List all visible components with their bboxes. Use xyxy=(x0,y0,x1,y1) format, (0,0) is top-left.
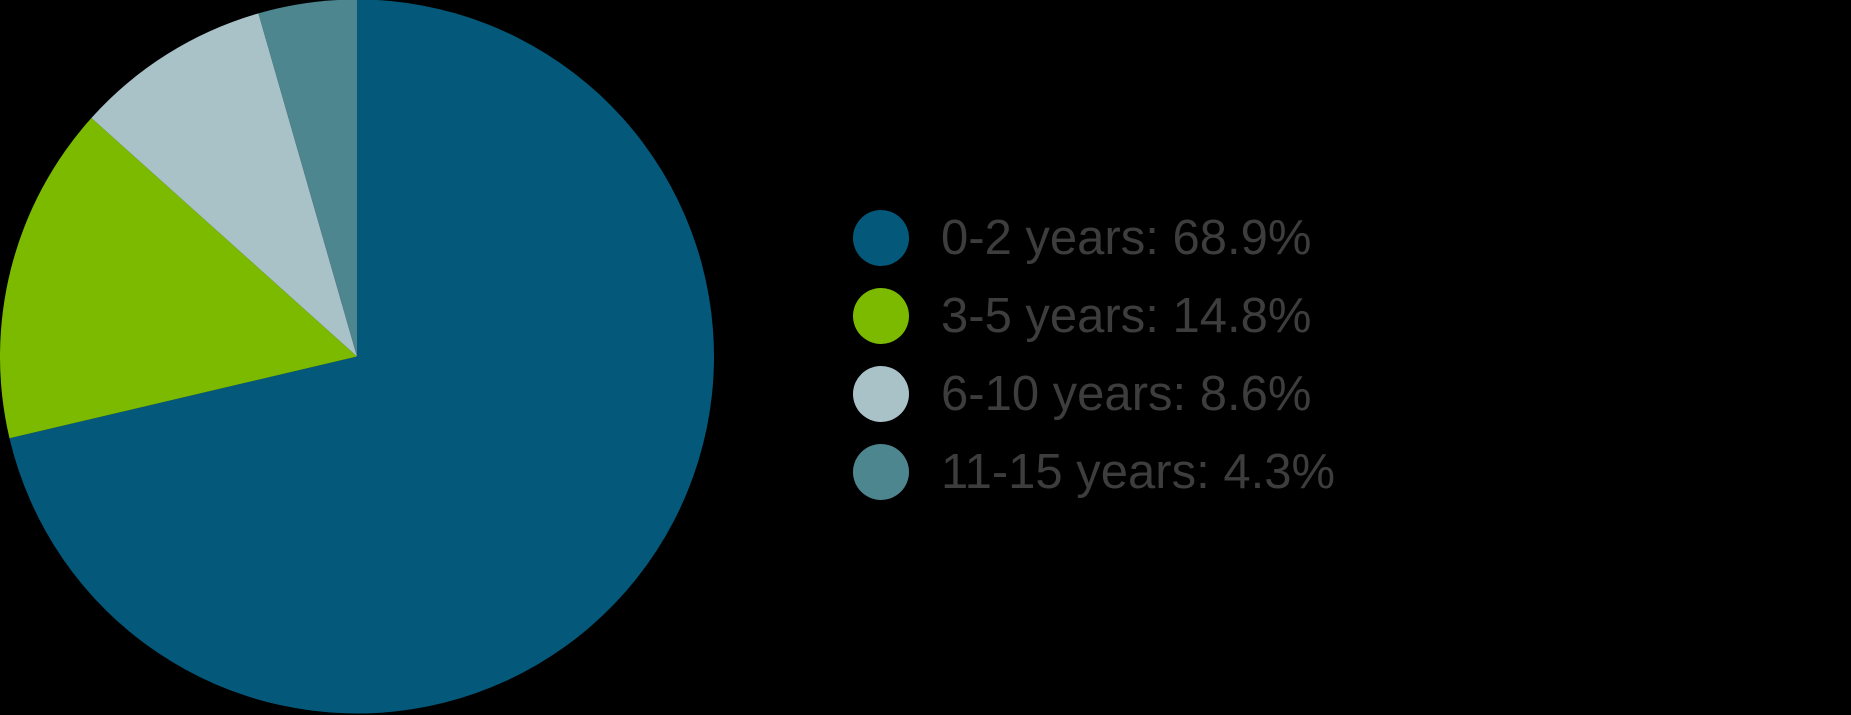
pie-slice-0-2-years xyxy=(9,0,714,714)
legend-marker-11-15-years-icon xyxy=(853,444,909,500)
legend-item: 6-10 years: 8.6% xyxy=(853,355,1335,433)
legend-marker-0-2-years-icon xyxy=(853,210,909,266)
pie-slice-11-15-years xyxy=(258,0,357,357)
pie-slices-group xyxy=(0,0,714,714)
legend-item: 3-5 years: 14.8% xyxy=(853,277,1335,355)
legend-label-6-10-years: 6-10 years: 8.6% xyxy=(941,366,1312,421)
legend-item: 11-15 years: 4.3% xyxy=(853,433,1335,511)
legend-label-3-5-years: 3-5 years: 14.8% xyxy=(941,288,1312,343)
pie-slice-3-5-years xyxy=(0,117,357,439)
legend-marker-6-10-years-icon xyxy=(853,366,909,422)
legend-label-11-15-years: 11-15 years: 4.3% xyxy=(941,444,1336,499)
legend-marker-3-5-years-icon xyxy=(853,288,909,344)
legend-label-0-2-years: 0-2 years: 68.9% xyxy=(941,210,1312,265)
legend-item: 0-2 years: 68.9% xyxy=(853,199,1335,277)
pie-slice-6-10-years xyxy=(91,13,357,357)
legend: 0-2 years: 68.9% 3-5 years: 14.8% 6-10 y… xyxy=(853,199,1335,511)
